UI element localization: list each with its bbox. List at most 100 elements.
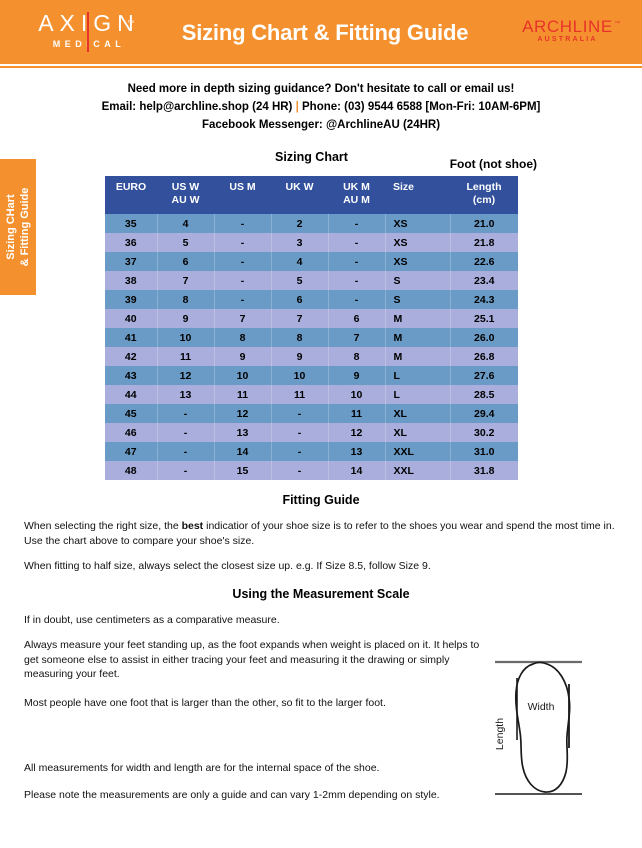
table-cell-us_w: 12: [157, 366, 215, 385]
table-row: 38 7-5- S 23.4: [105, 271, 518, 290]
table-cell-length: 21.8: [450, 233, 518, 252]
table-row: 44 13 11 11 10 L 28.5: [105, 385, 518, 404]
table-cell-uk_m: 13: [328, 442, 386, 461]
measurement-scale-heading: Using the Measurement Scale: [232, 587, 410, 601]
table-cell-us_w: 8: [157, 290, 215, 309]
table-header-row: EURO US W AU W US M UK W UK M AU M Size: [105, 176, 518, 214]
table-cell-us_w: 5: [157, 233, 215, 252]
table-cell-us_m: 7: [214, 309, 272, 328]
table-cell-euro: 39: [105, 290, 158, 309]
table-cell-us_w: -: [157, 404, 215, 423]
table-cell-uk_w: -: [271, 423, 329, 442]
column-header-us-w-label: US W: [171, 181, 200, 193]
table-cell-uk_w: -: [271, 442, 329, 461]
column-header-length: Length (cm): [450, 176, 518, 214]
measurement-paragraph-4: All measurements for width and length ar…: [24, 762, 380, 774]
table-row: 40 9 7 7 6 M 25.1: [105, 309, 518, 328]
table-cell-length: 22.6: [450, 252, 518, 271]
table-cell-us_m: 14: [214, 442, 272, 461]
table-cell-uk_m: 12: [328, 423, 386, 442]
contact-phone[interactable]: Phone: (03) 9544 6588 [Mon-Fri: 10AM-6PM…: [302, 101, 541, 113]
column-header-uk-w-label: UK W: [285, 181, 314, 193]
table-cell-length: 23.4: [450, 271, 518, 290]
table-cell-us_w: 13: [157, 385, 215, 404]
foot-sole-outline: [514, 661, 571, 793]
measurement-paragraph-2: Always measure your feet standing up, as…: [24, 639, 480, 680]
table-cell-uk_m: 7: [328, 328, 386, 347]
table-row: 46-13-12 XL 30.2: [105, 423, 518, 442]
table-cell-uk_w: 8: [271, 328, 329, 347]
table-cell-euro: 36: [105, 233, 158, 252]
table-cell-uk_m: 6: [328, 309, 386, 328]
table-cell-us_m: 8: [214, 328, 272, 347]
table-cell-us_m: 12: [214, 404, 272, 423]
table-row: 48-15-14 XXL 31.8: [105, 461, 518, 480]
table-cell-uk_m: 11: [328, 404, 386, 423]
axign-trademark-icon: ™: [127, 20, 140, 27]
contact-email[interactable]: Email: help@archline.shop (24 HR): [101, 101, 293, 113]
table-cell-size: S: [385, 290, 451, 309]
table-cell-uk_m: -: [328, 233, 386, 252]
table-cell-us_m: 15: [214, 461, 272, 480]
header-divider-rule: [0, 66, 642, 68]
table-cell-us_w: 6: [157, 252, 215, 271]
measurement-paragraph-1: If in doubt, use centimeters as a compar…: [24, 614, 280, 626]
table-row: 35 4-2- XS 21.0: [105, 214, 518, 233]
table-cell-euro: 47: [105, 442, 158, 461]
table-cell-us_m: 11: [214, 385, 272, 404]
table-cell-uk_m: 10: [328, 385, 386, 404]
table-cell-us_w: -: [157, 423, 215, 442]
table-cell-size: XXL: [385, 461, 451, 480]
table-cell-us_w: 10: [157, 328, 215, 347]
fitting-guide-p1-post: indicatior of your shoe size is to refer…: [24, 520, 615, 547]
foot-outline-icon: Width Length: [494, 660, 582, 795]
table-cell-euro: 35: [105, 214, 158, 233]
table-cell-us_m: -: [214, 290, 272, 309]
archline-wordmark-text: ARCHLINE: [522, 17, 613, 36]
table-cell-length: 26.0: [450, 328, 518, 347]
fitting-guide-paragraph-2: When fitting to half size, always select…: [24, 560, 431, 572]
table-cell-length: 24.3: [450, 290, 518, 309]
table-cell-length: 21.0: [450, 214, 518, 233]
measurement-paragraph-3: Most people have one foot that is larger…: [24, 697, 386, 709]
table-cell-uk_m: -: [328, 252, 386, 271]
diagram-width-label: Width: [528, 701, 555, 713]
axign-subtitle: MEDICAL: [52, 39, 126, 49]
side-tab-label-line2: & Fitting Guide: [19, 187, 31, 267]
table-cell-size: XL: [385, 404, 451, 423]
table-cell-uk_w: 2: [271, 214, 329, 233]
side-tab-label-line1: Sizing CHart: [5, 194, 17, 260]
sizing-chart-tbody: 35 4-2- XS 21.0 36 5-3- XS 21.8 37 6-4- XS 22.6 38 7-…: [105, 214, 518, 480]
sizing-chart-title: Sizing Chart: [275, 150, 348, 164]
table-cell-size: XXL: [385, 442, 451, 461]
table-cell-length: 30.2: [450, 423, 518, 442]
table-cell-uk_w: 6: [271, 290, 329, 309]
table-cell-uk_w: -: [271, 404, 329, 423]
side-tab-sizing-chart[interactable]: Sizing CHart & Fitting Guide: [0, 159, 36, 295]
table-cell-length: 25.1: [450, 309, 518, 328]
fitting-guide-p1-pre: When selecting the right size, the: [24, 520, 182, 532]
axign-logo: AXIGN ™ MEDICAL: [32, 10, 142, 52]
axign-wordmark-text: AXIGN: [38, 10, 140, 36]
archline-logo: ARCHLINE ™ AUSTRALIA: [515, 17, 620, 43]
table-cell-length: 31.8: [450, 461, 518, 480]
table-row: 36 5-3- XS 21.8: [105, 233, 518, 252]
table-row: 43 12 10 10 9 L 27.6: [105, 366, 518, 385]
contact-messenger[interactable]: Facebook Messenger: @ArchlineAU (24HR): [201, 119, 441, 131]
table-row: 39 8-6- S 24.3: [105, 290, 518, 309]
table-cell-uk_m: 9: [328, 366, 386, 385]
table-cell-uk_w: 4: [271, 252, 329, 271]
fitting-guide-p1-emphasis: best: [181, 520, 204, 532]
foot-measurement-diagram: Width Length: [487, 648, 627, 808]
table-cell-uk_w: 9: [271, 347, 329, 366]
table-cell-euro: 43: [105, 366, 158, 385]
contact-block: Need more in depth sizing guidance? Don'…: [0, 80, 642, 134]
table-cell-size: XL: [385, 423, 451, 442]
table-cell-uk_w: 7: [271, 309, 329, 328]
table-cell-uk_w: 10: [271, 366, 329, 385]
column-header-us-m-label: US M: [229, 181, 256, 193]
table-cell-us_w: 7: [157, 271, 215, 290]
table-cell-euro: 46: [105, 423, 158, 442]
column-header-length-label: Length: [466, 181, 502, 193]
table-cell-us_w: 11: [157, 347, 215, 366]
